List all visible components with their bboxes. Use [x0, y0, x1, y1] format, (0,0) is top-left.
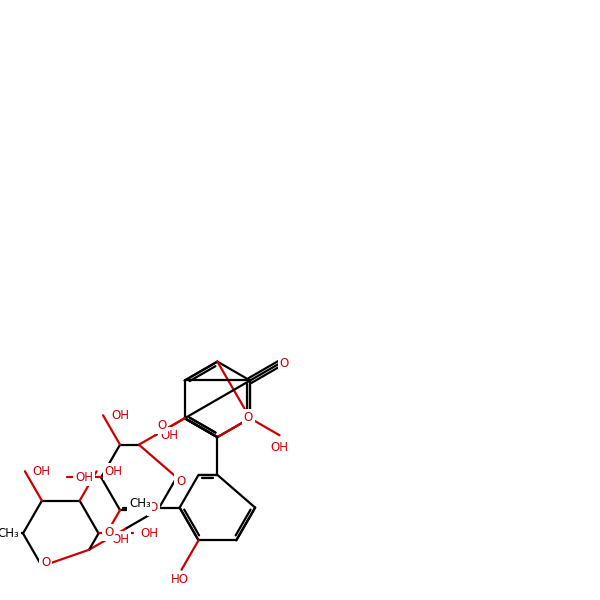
Text: O: O [104, 526, 113, 539]
Text: O: O [149, 501, 158, 514]
Text: OH: OH [104, 465, 122, 478]
Text: O: O [244, 411, 253, 424]
Text: OH: OH [140, 527, 158, 540]
Text: O: O [280, 357, 289, 370]
Text: O: O [157, 419, 166, 432]
Text: OH: OH [160, 429, 178, 442]
Text: CH₃: CH₃ [0, 527, 19, 540]
Text: OH: OH [75, 471, 93, 484]
Text: O: O [176, 475, 185, 488]
Text: HO: HO [170, 573, 188, 586]
Text: OH: OH [271, 440, 289, 454]
Text: CH₃: CH₃ [129, 497, 151, 510]
Text: OH: OH [111, 533, 129, 546]
Text: OH: OH [33, 465, 51, 478]
Text: O: O [41, 556, 50, 569]
Text: OH: OH [111, 409, 129, 422]
